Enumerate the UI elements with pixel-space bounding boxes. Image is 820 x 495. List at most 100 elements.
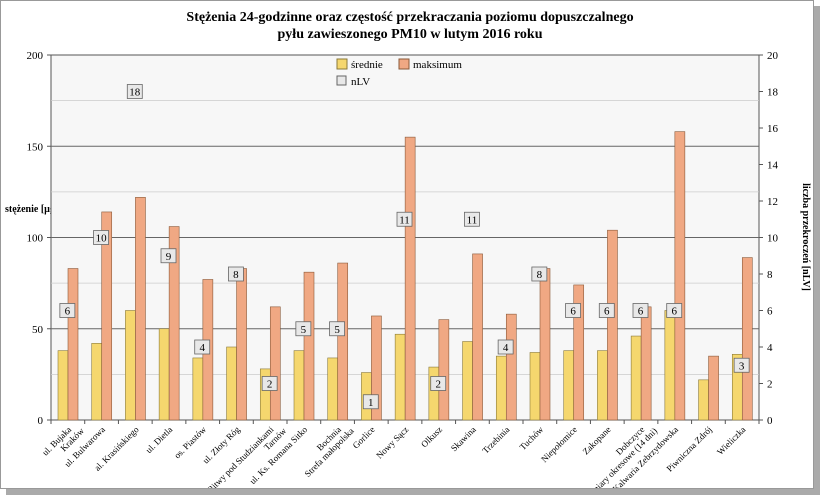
bar-srednie [293, 350, 305, 421]
x-tick-label: Nowy Sącz [374, 424, 410, 460]
nlv-label: 6 [671, 306, 677, 318]
y2-tick-label: 18 [767, 87, 779, 99]
y2-axis-label: liczba przekroczeń [nLV] [800, 183, 811, 291]
nlv-label: 5 [301, 324, 307, 336]
nlv-marker [632, 303, 649, 318]
y2-tick-label: 16 [767, 123, 779, 135]
x-tick-label: Wieliczka [715, 424, 748, 457]
bar-srednie [91, 343, 103, 421]
y2-tick-label: 20 [767, 50, 779, 62]
legend-swatch-srednie [336, 58, 348, 70]
nlv-label: 8 [537, 269, 543, 281]
bar-srednie [226, 346, 237, 421]
nlv-marker [733, 357, 750, 373]
bar-maksimum [337, 262, 349, 421]
nlv-label: 6 [65, 306, 71, 318]
bar-maksimum [539, 268, 551, 421]
y-tick-label: 200 [27, 50, 44, 62]
bar-maksimum [640, 306, 652, 421]
bar-srednie [698, 379, 709, 421]
bar-maksimum [371, 315, 382, 421]
nlv-label: 4 [199, 342, 205, 354]
bar-maksimum [303, 271, 315, 421]
y-tick-label: 150 [27, 141, 44, 153]
nlv-label: 11 [399, 214, 410, 226]
y2-tick-label: 2 [767, 379, 773, 391]
nlv-marker [531, 266, 548, 282]
nlv-marker [228, 266, 244, 282]
bar-maksimum [472, 253, 483, 421]
nlv-marker [598, 303, 615, 318]
legend-label-maksimum: maksimum [413, 59, 462, 71]
nlv-label: 8 [233, 269, 239, 281]
y-tick-label: 100 [27, 233, 44, 245]
x-tick-label: Gorlice [351, 424, 377, 450]
bar-srednie [125, 310, 136, 421]
x-tick-label: Zakopane [581, 424, 613, 456]
y2-tick-label: 8 [767, 269, 773, 281]
bar-srednie [529, 352, 541, 421]
bar-maksimum [236, 268, 247, 421]
bar-maksimum [708, 355, 719, 421]
nlv-marker [396, 211, 413, 227]
bar-srednie [462, 341, 473, 421]
nlv-marker [430, 376, 447, 391]
legend-label-nlv: nLV [351, 76, 370, 88]
nlv-marker [126, 84, 143, 99]
bar-srednie [664, 310, 676, 421]
chart-title-line2: pyłu zawieszonego PM10 w lutym 2016 roku [278, 27, 543, 42]
nlv-marker [160, 248, 177, 264]
nlv-label: 10 [96, 233, 108, 245]
nlv-label: 2 [435, 379, 441, 391]
nlv-label: 1 [368, 397, 374, 409]
bar-maksimum [168, 226, 180, 421]
nlv-label: 5 [334, 324, 340, 336]
bar-srednie [192, 357, 204, 421]
nlv-marker [565, 303, 581, 318]
nlv-label: 6 [638, 306, 644, 318]
bar-srednie [158, 328, 170, 421]
bar-maksimum [269, 306, 281, 421]
legend-label-srednie: średnie [351, 59, 383, 71]
nlv-label: 11 [467, 214, 478, 226]
bar-maksimum [741, 257, 753, 421]
nlv-marker [93, 230, 109, 245]
y2-tick-label: 12 [767, 196, 778, 208]
nlv-marker [666, 303, 683, 318]
chart-title-line1: Stężenia 24-godzinne oraz częstość przek… [186, 10, 633, 25]
y2-tick-label: 4 [767, 342, 773, 354]
bar-maksimum [573, 284, 585, 421]
x-tick-label: Tuchów [518, 424, 546, 452]
nlv-marker [362, 394, 379, 410]
bar-srednie [57, 350, 69, 421]
x-tick-label: ul. Dietla [144, 424, 175, 455]
nlv-label: 6 [604, 306, 610, 318]
chart: Stężenia 24-godzinne oraz częstość przek… [5, 10, 811, 495]
bar-srednie [394, 333, 406, 421]
nlv-marker [295, 321, 312, 337]
nlv-label: 3 [739, 360, 745, 372]
y-axis-label: stężenie [µg/m3] [5, 204, 74, 215]
bar-srednie [327, 357, 339, 421]
nlv-marker [464, 211, 480, 227]
y2-tick-label: 10 [767, 233, 779, 245]
bar-srednie [597, 350, 608, 421]
nlv-label: 6 [570, 306, 576, 318]
y2-tick-label: 14 [767, 160, 779, 172]
y2-tick-label: 0 [767, 415, 773, 427]
nlv-marker [329, 321, 345, 337]
bar-maksimum [101, 211, 113, 421]
legend-swatch-maksimum [398, 58, 410, 70]
nlv-label: 18 [129, 87, 141, 99]
nlv-marker [194, 339, 211, 355]
bar-maksimum [438, 319, 450, 421]
nlv-label: 9 [166, 251, 172, 263]
bar-srednie [428, 366, 440, 421]
nlv-marker [497, 339, 514, 355]
nlv-marker [261, 376, 278, 391]
bar-maksimum [674, 131, 686, 421]
x-tick-label: Olkusz [419, 424, 444, 449]
bar-maksimum [607, 229, 618, 421]
legend-swatch-nlv [336, 75, 347, 86]
